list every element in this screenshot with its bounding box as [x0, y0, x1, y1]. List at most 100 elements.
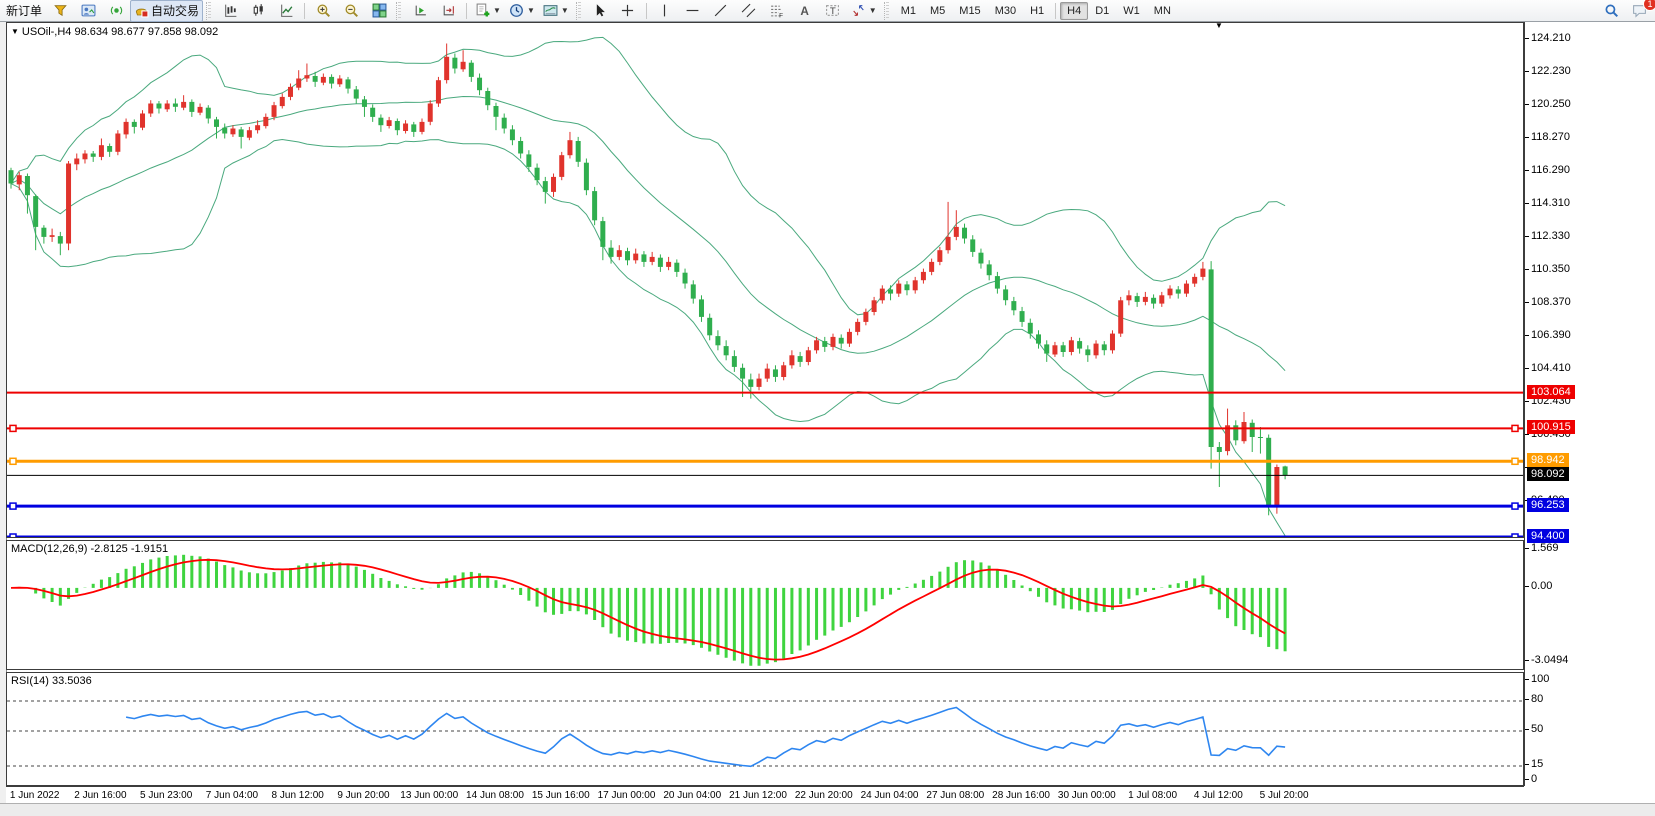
candle-body [1027, 322, 1033, 334]
text-button[interactable]: A [791, 0, 819, 22]
trendline-button[interactable] [707, 0, 735, 22]
candle-body [214, 119, 219, 127]
zoom-out-button[interactable] [337, 0, 365, 22]
new-order-button[interactable]: 新订单 [2, 0, 46, 22]
timeframe-button-h1[interactable]: H1 [1030, 4, 1045, 17]
candle-body [271, 105, 277, 117]
svg-text:T: T [830, 6, 836, 17]
dropdown-arrow-icon[interactable]: ▼ [493, 6, 501, 15]
candle-body [361, 99, 367, 107]
timeframe-button-m5[interactable]: M5 [930, 4, 946, 17]
broadcast-button[interactable] [102, 0, 130, 22]
crosshair-icon [622, 4, 634, 17]
candle-body [205, 107, 211, 119]
candle-body [263, 116, 269, 127]
price-chart-pane[interactable]: ▼ USOil-,H4 98.634 98.677 97.858 98.092 ▼ [6, 22, 1524, 538]
periods-button[interactable]: ▼ [505, 0, 539, 22]
timeframe-button-m30[interactable]: M30 [994, 4, 1017, 17]
hline-marker[interactable] [9, 533, 17, 537]
candle-body [970, 239, 976, 252]
equidistant-channel-button[interactable] [735, 0, 763, 22]
indicators-button[interactable]: ▼ [471, 0, 505, 22]
timeframe-button-w1[interactable]: W1 [1123, 4, 1140, 17]
templates-button[interactable]: ▼ [539, 0, 573, 22]
hline-marker[interactable] [1511, 533, 1519, 537]
candle-body [107, 146, 113, 152]
macd-chart [10, 554, 1287, 666]
profile-chart-button[interactable] [74, 0, 102, 22]
candle-body [345, 79, 351, 89]
rsi-indicator-pane[interactable]: RSI(14) 33.5036 [6, 672, 1524, 786]
candle-body [164, 103, 170, 110]
rsi-label: RSI(14) 33.5036 [11, 675, 92, 687]
chevron-down-icon[interactable]: ▼ [11, 27, 19, 36]
candle-body [74, 158, 80, 165]
hline-marker[interactable] [9, 457, 17, 466]
candle-body [953, 226, 959, 237]
rsi-line [125, 706, 1286, 768]
candle-body [1101, 344, 1107, 351]
candle-body [1151, 297, 1157, 304]
candle-body [238, 129, 244, 137]
crosshair-button[interactable] [614, 0, 642, 22]
candle-body [772, 369, 778, 377]
candle-body [246, 130, 252, 138]
notifications-button[interactable]: 1 [1625, 0, 1655, 22]
toolbar-grip [206, 1, 214, 20]
zoomin-icon [317, 4, 330, 17]
timeframe-button-h4[interactable]: H4 [1060, 1, 1089, 20]
candle-body [41, 227, 47, 237]
line-chart-button[interactable] [272, 0, 300, 22]
candle-body [838, 337, 844, 344]
hline-marker[interactable] [1511, 424, 1519, 433]
timeframe-button-m15[interactable]: M15 [959, 4, 981, 17]
toolbar-grip [396, 1, 404, 20]
zoom-in-button[interactable] [309, 0, 337, 22]
chart-shift-button[interactable] [434, 0, 462, 22]
candle-body [279, 96, 285, 107]
candle-body [1044, 344, 1050, 354]
horizontal-line-button[interactable] [679, 0, 707, 22]
cursor-button[interactable] [586, 0, 614, 22]
candle-body [312, 76, 318, 82]
hline-marker[interactable] [1511, 502, 1519, 510]
chart-title-ohlc: ▼ USOil-,H4 98.634 98.677 97.858 98.092 [11, 26, 219, 38]
dropdown-arrow-icon[interactable]: ▼ [526, 6, 535, 15]
text-label-button[interactable]: T [819, 0, 847, 22]
vertical-line-button[interactable] [651, 0, 679, 22]
timeframe-button-mn[interactable]: MN [1153, 4, 1171, 17]
hline-marker[interactable] [1511, 457, 1519, 466]
macd-axis-tick: -3.0494 [1524, 654, 1569, 667]
candle-body [1225, 425, 1231, 452]
candle-body [690, 284, 696, 299]
auto-scroll-button[interactable] [406, 0, 434, 22]
macd-indicator-pane[interactable]: MACD(12,26,9) -2.8125 -1.9151 [6, 540, 1524, 670]
candle-body [666, 261, 672, 267]
hline-marker[interactable] [9, 502, 17, 510]
dropdown-arrow-icon[interactable]: ▼ [560, 6, 569, 15]
dropdown-arrow-icon[interactable]: ▼ [868, 6, 877, 15]
market-funnel-button[interactable] [46, 0, 74, 22]
candlestick-chart-button[interactable] [244, 0, 272, 22]
timeframe-button-d1[interactable]: D1 [1095, 4, 1110, 17]
arrows-button[interactable]: ▼ [847, 0, 881, 22]
time-label: 8 Jun 12:00 [271, 790, 324, 801]
rsi-axis-tick: 15 [1524, 758, 1544, 770]
profile-icon [81, 4, 95, 17]
bar-chart-button[interactable] [216, 0, 244, 22]
autotrading-button[interactable]: 自动交易 [130, 0, 204, 22]
candle-body [567, 140, 573, 156]
time-axis[interactable]: 1 Jun 2022 2 Jun 16:00 5 Jun 23:00 7 Jun 04… [6, 786, 1524, 804]
price-line-badge-98.942: 98.942 [1527, 453, 1569, 468]
timeframe-button-m1[interactable]: M1 [900, 4, 916, 17]
search-button[interactable] [1597, 0, 1625, 22]
candle-body [559, 155, 565, 177]
time-label: 27 Jun 08:00 [926, 790, 985, 801]
fibonacci-button[interactable]: F [763, 0, 791, 22]
hline-marker[interactable] [9, 424, 17, 433]
candle-body [1003, 289, 1009, 301]
price-axis[interactable]: 124.210 122.230 120.250 118.270 116.290 114.3… [1524, 22, 1655, 786]
chart-shift-marker[interactable]: ▼ [1215, 21, 1223, 30]
candle-body [82, 153, 88, 160]
tile-windows-button[interactable] [365, 0, 393, 22]
